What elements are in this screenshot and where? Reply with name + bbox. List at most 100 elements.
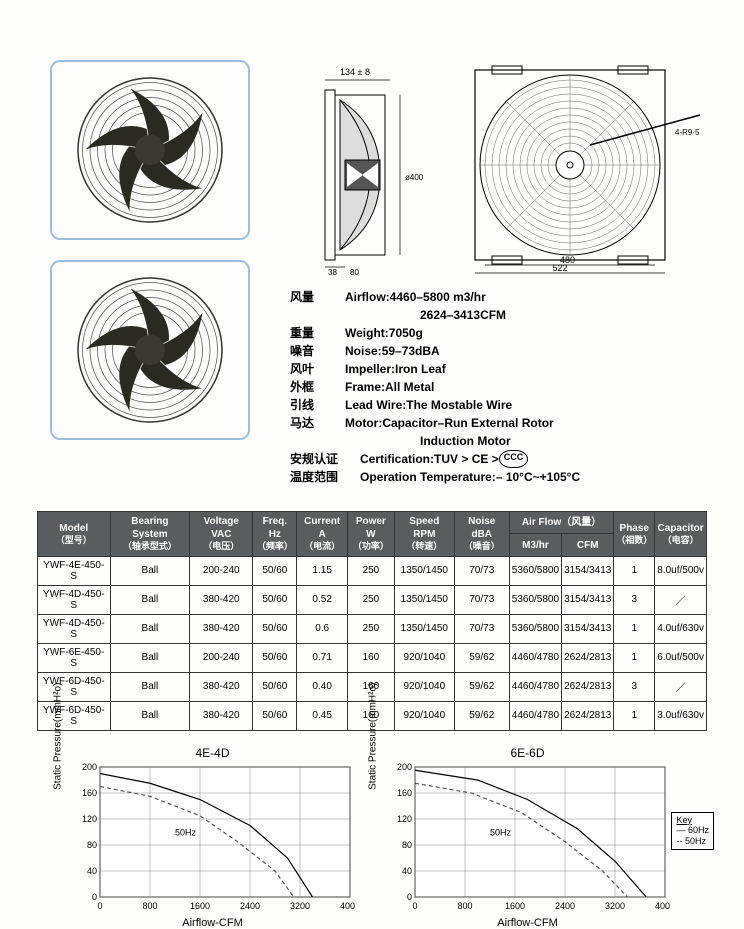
cell-phase: 1 (614, 643, 655, 672)
cell-bearing: Ball (110, 556, 190, 585)
key-legend: Key — 60Hz -- 50Hz (671, 812, 714, 850)
chart-left-title: 4E-4D (70, 746, 355, 760)
h-freq-cn: （频率） (255, 541, 294, 553)
cell-current: 0.52 (297, 585, 348, 614)
key-50: 50Hz (685, 836, 706, 846)
chart-right-title: 6E-6D (385, 746, 670, 760)
lead-en: Lead Wire: (345, 396, 406, 414)
dim-overall: ø400 (405, 173, 424, 182)
cell-freq: 50/60 (253, 556, 297, 585)
fan-icon (75, 75, 225, 225)
cell-phase: 3 (614, 585, 655, 614)
svg-text:40: 40 (87, 866, 97, 876)
cell-voltage: 200-240 (190, 556, 253, 585)
svg-text:40: 40 (402, 866, 412, 876)
noise-en: Noise: (345, 342, 382, 360)
svg-text:50Hz: 50Hz (175, 827, 197, 837)
cell-m3hr: 5360/5800 (509, 585, 561, 614)
cell-phase: 1 (614, 614, 655, 643)
h-phase-cn: （相数） (616, 535, 652, 547)
h-cap: Capacitor (658, 523, 704, 534)
h-power-cn: （功率） (350, 541, 392, 553)
airflow-en: Airflow: (345, 288, 390, 306)
front-view-diagram: 4-R9·5 480 522 (460, 65, 710, 275)
airflow-cn: 风量 (290, 288, 345, 306)
cell-noise: 59/62 (454, 701, 509, 730)
svg-text:80: 80 (87, 840, 97, 850)
table-row: YWF-4D-450-SBall380-42050/600.522501350/… (38, 585, 707, 614)
cell-cfm: 3154/3413 (562, 585, 614, 614)
frame-en: Frame: (345, 378, 385, 396)
dim-top: 134 ± 8 (340, 67, 370, 77)
cell-speed: 920/1040 (394, 701, 454, 730)
cell-speed: 1350/1450 (394, 556, 454, 585)
cell-current: 0.40 (297, 672, 348, 701)
h-m3hr: M3/hr (509, 534, 561, 556)
photo-column (50, 60, 270, 486)
svg-text:50Hz: 50Hz (490, 827, 512, 837)
technical-drawings: 134 ± 8 ø400 38 80 (290, 60, 724, 280)
temp-cn: 温度范围 (290, 468, 360, 486)
h-voltage-cn: （电压） (192, 541, 250, 553)
cell-noise: 70/73 (454, 585, 509, 614)
h-bearing: Bearing System (131, 516, 168, 540)
dim-b: 80 (350, 268, 359, 275)
cell-voltage: 380-420 (190, 614, 253, 643)
cell-noise: 70/73 (454, 556, 509, 585)
chart-left-svg: 080016002400320040000408012016020050Hz (70, 762, 355, 912)
cell-speed: 1350/1450 (394, 585, 454, 614)
airflow-val: 4460–5800 m3/hr (390, 288, 486, 306)
table-row: YWF-4E-450-SBall200-24050/601.152501350/… (38, 556, 707, 585)
cell-cfm: 2624/2813 (562, 643, 614, 672)
cell-cap: 6.0uf/500v (655, 643, 707, 672)
key-60: 60Hz (688, 825, 709, 835)
svg-text:1600: 1600 (190, 901, 210, 911)
cell-bearing: Ball (110, 614, 190, 643)
temp-en: Operation Temperature: (360, 468, 496, 486)
cell-voltage: 380-420 (190, 701, 253, 730)
svg-text:3200: 3200 (605, 901, 625, 911)
h-freq: Freq. Hz (263, 516, 287, 540)
motor-val: Capacitor–Run External Rotor (382, 414, 553, 432)
svg-text:200: 200 (397, 762, 412, 772)
product-photo-2 (50, 260, 250, 440)
chart-right: 6E-6D Static Pressure(mmH²o)080016002400… (385, 746, 670, 929)
h-cap-cn: （电容） (657, 535, 704, 547)
cell-m3hr: 5360/5800 (509, 614, 561, 643)
h-phase: Phase (620, 523, 649, 534)
svg-text:800: 800 (142, 901, 157, 911)
noise-val: 59–73dBA (382, 342, 440, 360)
cell-cap: 4.0uf/630v (655, 614, 707, 643)
frame-cn: 外框 (290, 378, 345, 396)
cell-bearing: Ball (110, 672, 190, 701)
dim-a: 38 (328, 268, 337, 275)
cell-model: YWF-4D-450-S (38, 614, 111, 643)
side-view-diagram: 134 ± 8 ø400 38 80 (295, 65, 435, 275)
cell-freq: 50/60 (253, 672, 297, 701)
svg-text:0: 0 (92, 892, 97, 902)
cell-freq: 50/60 (253, 614, 297, 643)
cell-bearing: Ball (110, 701, 190, 730)
svg-text:0: 0 (97, 901, 102, 911)
cert-en: Certification: (360, 450, 434, 468)
svg-text:3200: 3200 (290, 901, 310, 911)
chart-left: 4E-4D Static Pressure(mmH²o)080016002400… (70, 746, 355, 929)
frame-val: All Metal (385, 378, 434, 396)
cell-power: 250 (347, 614, 394, 643)
impeller-en: Impeller: (345, 360, 395, 378)
cell-model: YWF-6D-450-S (38, 672, 111, 701)
cell-voltage: 200-240 (190, 643, 253, 672)
cell-model: YWF-4D-450-S (38, 585, 111, 614)
h-airflow: Air Flow（风量） (522, 517, 601, 528)
cell-speed: 920/1040 (394, 672, 454, 701)
cell-current: 0.6 (297, 614, 348, 643)
svg-text:120: 120 (82, 814, 97, 824)
cell-m3hr: 4460/4780 (509, 701, 561, 730)
top-section: 134 ± 8 ø400 38 80 (0, 0, 744, 496)
cell-freq: 50/60 (253, 701, 297, 730)
cell-cfm: 3154/3413 (562, 614, 614, 643)
svg-text:80: 80 (402, 840, 412, 850)
motor-en: Motor: (345, 414, 382, 432)
dim-hole: 4-R9·5 (675, 128, 700, 137)
svg-text:2400: 2400 (555, 901, 575, 911)
